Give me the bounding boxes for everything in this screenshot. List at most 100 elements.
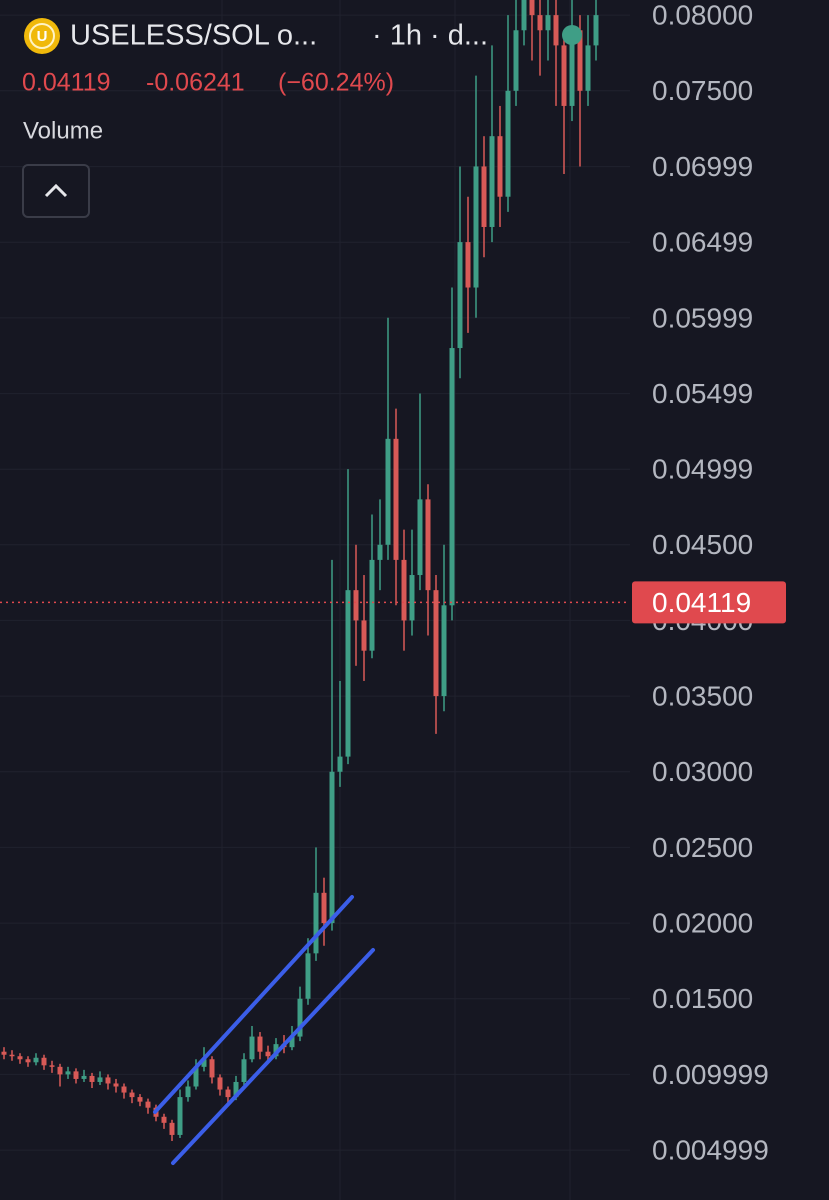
price-change-percent: (−60.24%) — [278, 69, 394, 97]
candle-body — [97, 1077, 103, 1082]
candle-body — [329, 771, 335, 924]
last-price-label: 0.04119 — [652, 587, 751, 618]
candle-body — [361, 620, 367, 651]
candle-body — [57, 1066, 63, 1075]
channel-upper — [153, 895, 354, 1114]
candle-body — [473, 166, 479, 288]
candle-body — [193, 1066, 199, 1087]
candle-body — [529, 0, 535, 16]
grid — [0, 14, 630, 1151]
y-tick-label: 0.02000 — [652, 907, 753, 938]
candle-body — [425, 499, 431, 591]
candle-body — [161, 1116, 167, 1123]
candle-body — [449, 348, 455, 606]
candle-body — [369, 559, 375, 651]
candle-body — [201, 1059, 207, 1067]
candle-body — [25, 1059, 31, 1063]
candle-body — [73, 1071, 79, 1079]
y-tick-label: 0.01500 — [652, 983, 753, 1014]
y-tick-label: 0.08000 — [652, 0, 753, 31]
candle-body — [353, 590, 359, 621]
candle-body — [209, 1059, 215, 1078]
candle-body — [337, 756, 343, 772]
candle-body — [65, 1071, 71, 1075]
candle-body — [393, 438, 399, 560]
candle-body — [265, 1051, 271, 1057]
candle-body — [441, 605, 447, 697]
indicator-label: Volume — [23, 117, 103, 144]
candle-body — [185, 1086, 191, 1098]
candle-body — [49, 1065, 55, 1067]
candle-body — [313, 892, 319, 954]
vertical-grid — [221, 0, 571, 1200]
candle-body — [545, 15, 551, 31]
y-tick-label: 0.05999 — [652, 302, 753, 333]
last-price: 0.04119 — [0, 581, 786, 624]
y-tick-label: 0.04999 — [652, 454, 753, 485]
candle-body — [89, 1075, 95, 1082]
candle-body — [17, 1056, 23, 1060]
candle-body — [169, 1122, 175, 1135]
coin-icon-letter: U — [37, 28, 48, 45]
channel-lines — [153, 895, 375, 1165]
candle-body — [513, 30, 519, 91]
candle-body — [137, 1097, 143, 1102]
candle-body — [433, 590, 439, 697]
candle-body — [553, 15, 559, 46]
candle-body — [505, 90, 511, 197]
candle-body — [257, 1036, 263, 1052]
y-tick-label: 0.004999 — [652, 1134, 769, 1165]
candle-body — [41, 1057, 47, 1066]
candle-body — [305, 953, 311, 999]
candle-body — [113, 1083, 119, 1087]
candle-body — [457, 242, 463, 349]
live-marker — [562, 25, 582, 45]
candle-body — [585, 45, 591, 91]
last-price-tag — [632, 581, 786, 624]
channel-lower — [171, 948, 375, 1165]
candle-body — [233, 1081, 239, 1098]
candle-body — [225, 1089, 231, 1098]
candle-body — [593, 15, 599, 46]
candle-body — [289, 1036, 295, 1048]
candle-body — [377, 544, 383, 560]
y-tick-label: 0.04500 — [652, 529, 753, 560]
y-tick-label: 0.009999 — [652, 1059, 769, 1090]
candle-body — [273, 1044, 279, 1057]
candle-body — [345, 590, 351, 757]
symbol-title: USELESS/SOL o... — [70, 20, 317, 52]
candle-body — [489, 136, 495, 227]
candle-body — [401, 559, 407, 621]
candle-body — [385, 438, 391, 545]
candle-body — [465, 242, 471, 288]
y-tick-label: 0.05499 — [652, 378, 753, 409]
collapse-button[interactable] — [22, 164, 90, 218]
candle-body — [561, 45, 567, 106]
last-price-header: 0.04119 — [22, 69, 111, 97]
candle-body — [521, 0, 527, 31]
candle-body — [297, 998, 303, 1037]
candle-body — [177, 1097, 183, 1135]
candle-body — [417, 499, 423, 576]
candle-body — [81, 1075, 87, 1079]
candle-body — [33, 1057, 39, 1063]
candle-body — [481, 166, 487, 227]
collapse-chevron — [44, 183, 68, 198]
candle-body — [129, 1092, 135, 1098]
candle-body — [105, 1077, 111, 1084]
price-axis: 0.08000 0.07500 0.06999 0.06499 0.05999 0.054… — [652, 0, 769, 1165]
candle-body — [569, 30, 575, 106]
coin-icon-ring — [29, 23, 55, 49]
candle-body — [497, 136, 503, 197]
y-tick-label: 0.03500 — [652, 680, 753, 711]
candle-body — [537, 15, 543, 31]
candle-body — [321, 892, 327, 924]
candle-body — [409, 575, 415, 621]
y-tick-label: 0.02500 — [652, 832, 753, 863]
y-tick-label: 0.06999 — [652, 151, 753, 182]
candle-body — [577, 30, 583, 91]
y-tick-label: 0.07500 — [652, 75, 753, 106]
candle-body — [249, 1036, 255, 1060]
interval: · 1h · d... — [372, 20, 488, 52]
